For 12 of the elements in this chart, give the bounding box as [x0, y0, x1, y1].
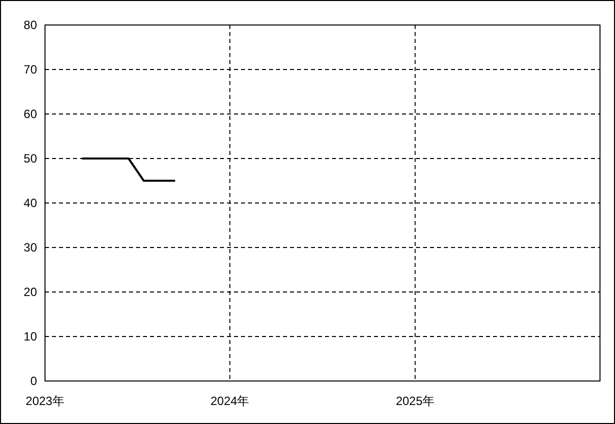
x-tick-label: 2024年 [210, 394, 250, 408]
x-tick-label: 2023年 [26, 394, 64, 408]
y-tick-label: 50 [24, 152, 38, 166]
y-tick-label: 10 [24, 330, 38, 344]
y-tick-label: 0 [30, 374, 38, 388]
y-tick-label: 70 [24, 62, 38, 76]
y-tick-label: 80 [24, 18, 38, 32]
y-tick-label: 60 [24, 107, 38, 121]
y-tick-label: 20 [24, 285, 38, 299]
y-tick-label: 30 [24, 240, 38, 254]
y-tick-label: 40 [24, 196, 38, 210]
x-tick-label: 2025年 [396, 394, 435, 408]
